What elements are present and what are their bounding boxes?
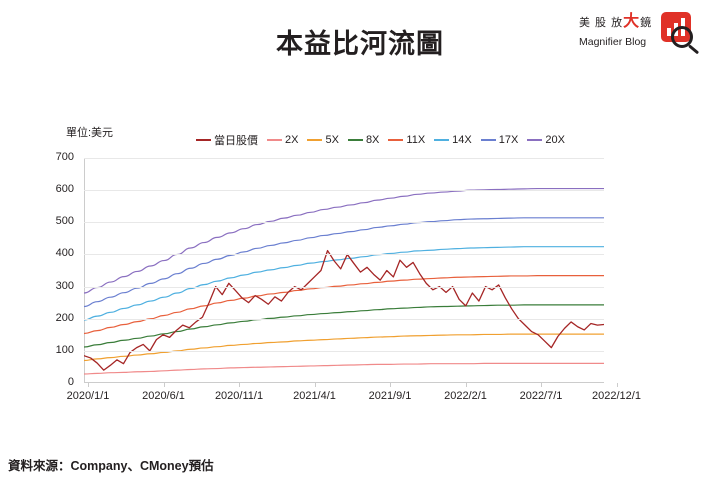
- logo-chinese-text: 美 股 放大鏡: [579, 14, 652, 30]
- magnifier-icon: [671, 26, 693, 48]
- gridline: [84, 350, 604, 352]
- x-axis-tick-mark: [314, 383, 316, 387]
- chart-legend: 當日股價 2X 5X 8X 11X 14X 17X 20X: [196, 132, 565, 148]
- x-axis-tick-mark: [465, 383, 467, 387]
- series-line-14X: [84, 246, 604, 321]
- gridline: [84, 254, 604, 256]
- legend-item-2X: 2X: [267, 134, 298, 146]
- magnifier-handle-icon: [688, 44, 700, 55]
- legend-item-5X: 5X: [307, 134, 339, 146]
- legend-label: 11X: [406, 134, 426, 146]
- x-axis-tick-mark: [390, 383, 391, 387]
- legend-label: 14X: [452, 134, 472, 146]
- x-axis-tick: 2022/7/1: [519, 390, 563, 402]
- legend-label: 20X: [545, 134, 565, 146]
- legend-label: 2X: [285, 134, 299, 146]
- series-line-2X: [84, 362, 604, 375]
- page-title: 本益比河流圖: [276, 29, 444, 59]
- legend-swatch: [267, 139, 282, 141]
- x-axis-tick-mark: [616, 383, 618, 387]
- legend-item-11X: 11X: [388, 134, 425, 146]
- y-axis-tick: 200: [55, 311, 74, 324]
- y-axis-tick: 100: [55, 343, 74, 356]
- legend-swatch: [307, 139, 323, 141]
- x-axis: [84, 382, 604, 383]
- x-axis-tick: 2020/1/1: [66, 390, 110, 402]
- x-axis-tick: 2021/9/1: [368, 390, 412, 402]
- x-axis-tick: 2020/6/1: [142, 390, 185, 402]
- logo-english-text: Magnifier Blog: [579, 36, 647, 48]
- logo-cn-big: 大: [623, 13, 641, 30]
- logo-cn-part1: 美 股 放: [579, 17, 624, 29]
- gridline: [84, 318, 604, 320]
- legend-item-20X: 20X: [527, 134, 565, 146]
- y-axis-tick: 500: [55, 215, 74, 228]
- legend-label: 8X: [365, 134, 380, 146]
- source-note: 資料來源：Company、CMoney預估: [8, 459, 214, 473]
- legend-item-17X: 17X: [480, 134, 519, 146]
- legend-swatch: [196, 139, 211, 141]
- y-axis-tick: 400: [55, 247, 74, 260]
- y-axis-tick: 0: [67, 376, 74, 388]
- y-axis-tick: 600: [55, 183, 74, 196]
- series-line-17X: [84, 217, 604, 308]
- chart-plot-area: 0 100 200 300 400 500 600 700 2020/1/1 2020/6/1 20…: [56, 151, 641, 402]
- legend-label: 5X: [325, 134, 339, 146]
- legend-item-8X: 8X: [347, 134, 380, 146]
- legend-item-當日股價: 當日股價: [196, 132, 258, 148]
- legend-swatch: [347, 139, 363, 141]
- legend-swatch: [527, 139, 543, 141]
- x-axis-tick-mark: [541, 383, 542, 387]
- y-axis: [84, 158, 85, 383]
- x-axis-tick-mark: [239, 383, 240, 387]
- unit-label: 單位:美元: [66, 127, 114, 139]
- site-logo: 美 股 放大鏡 Magnifier Blog: [579, 12, 704, 64]
- x-axis-tick-mark: [163, 383, 165, 387]
- y-axis-tick: 700: [55, 151, 74, 163]
- legend-item-14X: 14X: [434, 134, 472, 146]
- legend-label: 當日股價: [214, 135, 258, 147]
- legend-swatch: [434, 139, 450, 141]
- chart-lines: [84, 187, 604, 375]
- x-axis-tick: 2022/12/1: [592, 390, 641, 402]
- legend-swatch: [480, 139, 496, 141]
- y-axis-tick: 300: [55, 279, 74, 292]
- gridline: [84, 158, 604, 159]
- series-line-當日股價: [84, 249, 604, 371]
- x-axis-tick: 2020/11/1: [214, 390, 264, 402]
- gridline: [84, 190, 604, 192]
- series-line-20X: [84, 187, 604, 294]
- x-axis-tick-mark: [88, 383, 89, 387]
- series-line-5X: [84, 333, 604, 362]
- x-axis-tick: 2022/2/1: [444, 390, 487, 402]
- legend-label: 17X: [498, 134, 519, 146]
- legend-swatch: [388, 139, 404, 141]
- logo-cn-part2: 鏡: [640, 17, 653, 29]
- series-line-8X: [84, 304, 604, 348]
- x-axis-tick: 2021/4/1: [293, 390, 336, 402]
- gridline: [84, 286, 604, 288]
- series-line-11X: [84, 275, 604, 335]
- gridline: [84, 222, 604, 224]
